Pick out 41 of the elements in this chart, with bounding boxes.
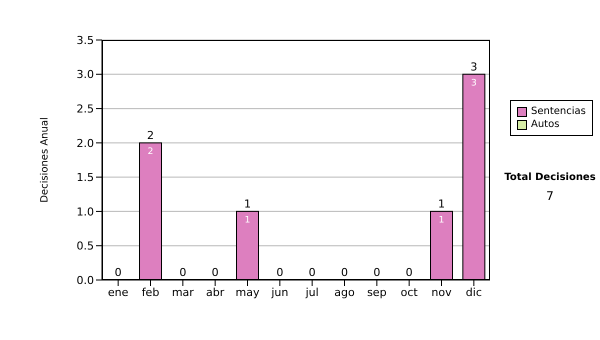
text: 7 bbox=[545, 189, 555, 203]
total-label: 2 bbox=[147, 128, 154, 142]
y-tick-label: 0.5 bbox=[76, 240, 94, 253]
x-tick-label: abr bbox=[206, 286, 225, 299]
total-label: 0 bbox=[308, 266, 316, 279]
legend-label: Autos bbox=[531, 118, 560, 131]
x-tick-label: ene bbox=[108, 286, 129, 299]
total-label: 0 bbox=[276, 266, 284, 279]
y-tick-label: 0.0 bbox=[76, 274, 94, 287]
total-label: 0 bbox=[179, 266, 186, 279]
x-tick-label: jul bbox=[304, 286, 319, 299]
x-tick-label: nov bbox=[431, 286, 452, 299]
data-label: 1 bbox=[438, 215, 444, 226]
y-tick-label: 1.0 bbox=[76, 205, 94, 218]
x-tick-label: oct bbox=[400, 286, 418, 299]
x-tick-label: dic bbox=[466, 286, 482, 299]
x-tick-label: may bbox=[236, 286, 260, 299]
y-tick-label: 1.5 bbox=[76, 171, 94, 184]
x-tick-label: jun bbox=[270, 286, 288, 299]
data-label: 3 bbox=[470, 78, 477, 88]
total-label: 0 bbox=[114, 266, 122, 279]
y-tick-label: 3.5 bbox=[76, 34, 94, 47]
total-label: 1 bbox=[244, 197, 251, 210]
text: Total Decisiones bbox=[503, 172, 597, 183]
data-label: 2 bbox=[148, 146, 154, 157]
x-tick-label: ago bbox=[334, 286, 355, 299]
y-tick-label: 2.5 bbox=[76, 102, 94, 116]
data-label: 1 bbox=[244, 215, 250, 226]
legend-label: Sentencias bbox=[531, 105, 586, 118]
total-label: 0 bbox=[341, 266, 348, 279]
x-tick-label: feb bbox=[142, 286, 160, 299]
y-tick-label: 2.0 bbox=[76, 136, 94, 150]
y-tick-label: 3.0 bbox=[76, 68, 94, 82]
total-label: 3 bbox=[470, 60, 478, 74]
x-tick-label: sep bbox=[367, 286, 387, 299]
total-label: 0 bbox=[373, 266, 380, 279]
y-axis-title: Decisiones Anual bbox=[40, 117, 51, 203]
total-label: 0 bbox=[406, 266, 413, 279]
x-tick-label: mar bbox=[172, 286, 194, 299]
total-label: 0 bbox=[212, 266, 219, 279]
total-label: 1 bbox=[438, 197, 445, 210]
